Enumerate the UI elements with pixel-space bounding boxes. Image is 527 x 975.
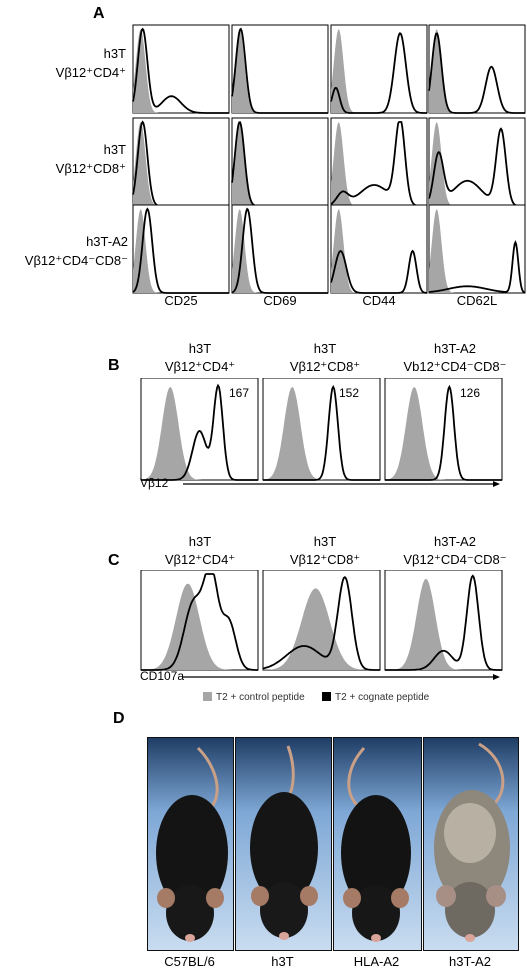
panel-c-letter: C [108, 552, 120, 569]
panel-b-title-3: h3T-A2 Vb12⁺CD4⁻CD8⁻ [403, 341, 507, 374]
test-histogram [141, 573, 258, 671]
histogram-1-cd69 [231, 24, 329, 114]
mouse-photo-hla-a2 [333, 737, 422, 951]
mouse-label-hla-a2: HLA-A2 [353, 954, 400, 969]
mfi-label-2: 152 [339, 386, 359, 400]
panel-b-title-2: h3T Vβ12⁺CD8⁺ [289, 341, 361, 374]
col-label-cd25: CD25 [164, 293, 198, 308]
test-histogram [428, 239, 526, 294]
legend-swatch-black [322, 692, 331, 701]
histogram-2-cd25 [132, 117, 230, 207]
mouse-label-h3t-a2: h3T-A2 [449, 954, 491, 969]
histogram-2-cd69 [231, 117, 329, 207]
histogram-1-cd62l [428, 24, 526, 114]
mfi-label-1: 167 [229, 386, 249, 400]
control-histogram [331, 209, 427, 293]
col-label-cd44: CD44 [362, 293, 396, 308]
panel-b-title-1: h3T Vβ12⁺CD4⁺ [164, 341, 236, 374]
mouse-label-c57bl6: C57BL/6 [164, 954, 215, 969]
control-histogram [133, 209, 229, 293]
mouse-photo-c57bl6 [147, 737, 234, 951]
test-histogram [428, 32, 525, 114]
legend-control: T2 + control peptide [203, 692, 305, 703]
mfi-label-3: 126 [460, 386, 480, 400]
control-histogram [429, 122, 525, 206]
panel-b-axis-label: Vβ12 [140, 476, 169, 490]
control-histogram [331, 122, 427, 206]
mouse-photo-h3t [235, 737, 332, 951]
test-histogram [262, 576, 380, 671]
test-histogram [132, 207, 229, 294]
histogram-3-cd44 [330, 204, 428, 294]
cd107a-histogram-3 [384, 570, 503, 671]
control-histogram [385, 386, 502, 480]
control-histogram [133, 29, 229, 113]
test-histogram [385, 574, 502, 671]
vb12-histogram-2 [262, 378, 381, 481]
mouse-photo-h3t-a2 [423, 737, 519, 951]
panel-d-letter: D [113, 710, 125, 727]
black-mouse-image [148, 738, 233, 950]
histogram-3-cd69 [231, 204, 329, 294]
mouse-label-h3t: h3T [271, 954, 294, 969]
cd107a-histogram-1 [140, 570, 259, 671]
test-histogram [428, 127, 525, 207]
legend-swatch-grey [203, 692, 212, 701]
test-histogram [231, 207, 328, 294]
panel-c-title-3: h3T-A2 Vβ12⁺CD4⁻CD8⁻ [403, 534, 507, 567]
test-histogram [385, 384, 502, 481]
panel-a-letter: A [93, 5, 105, 22]
control-histogram [133, 122, 229, 206]
panel-c-title-2: h3T Vβ12⁺CD8⁺ [289, 534, 361, 567]
panel-c-histograms [140, 570, 503, 680]
test-histogram [231, 27, 328, 114]
panel-b-letter: B [108, 357, 120, 374]
test-histogram [141, 383, 258, 481]
row-label-1: h3T Vβ12⁺CD4⁺ [55, 46, 126, 80]
vb12-histogram-1 [140, 378, 259, 481]
test-histogram [330, 121, 427, 207]
control-histogram [263, 386, 380, 480]
histogram-3-cd62l [428, 204, 526, 294]
control-histogram [232, 209, 328, 293]
histogram-3-cd25 [132, 204, 230, 294]
cd107a-histogram-2 [262, 570, 381, 671]
black-mouse-image [334, 738, 421, 950]
legend-cognate: T2 + cognate peptide [322, 692, 429, 703]
control-histogram [232, 29, 328, 113]
panel-c-axis-label: CD107a [140, 669, 185, 683]
histogram-1-cd25 [132, 24, 230, 114]
histogram-1-cd44 [330, 24, 428, 114]
control-histogram [141, 386, 258, 480]
panel-c-arrowhead [493, 674, 500, 680]
col-label-cd69: CD69 [263, 293, 297, 308]
histogram-2-cd62l [428, 117, 526, 207]
row-label-2: h3T Vβ12⁺CD8⁺ [55, 142, 126, 176]
control-histogram [141, 583, 258, 670]
test-histogram [330, 32, 427, 114]
control-histogram [429, 209, 525, 293]
panel-c-title-1: h3T Vβ12⁺CD4⁺ [164, 534, 236, 567]
histogram-2-cd44 [330, 117, 428, 207]
control-histogram [263, 588, 380, 670]
control-histogram [385, 578, 502, 670]
col-label-cd62l: CD62L [456, 293, 498, 308]
test-histogram [330, 249, 428, 294]
panel-a-histogram-grid [132, 24, 526, 294]
grey-mouse-image [424, 738, 518, 950]
panel-b-histograms: 167 152 126 [140, 378, 503, 487]
test-histogram [263, 384, 380, 481]
panel-b-arrowhead [493, 481, 500, 487]
test-histogram [132, 27, 229, 114]
row-label-3: h3T-A2 Vβ12⁺CD4⁻CD8⁻ [24, 234, 128, 268]
black-mouse-image [236, 738, 331, 950]
vb12-histogram-3 [384, 378, 503, 481]
